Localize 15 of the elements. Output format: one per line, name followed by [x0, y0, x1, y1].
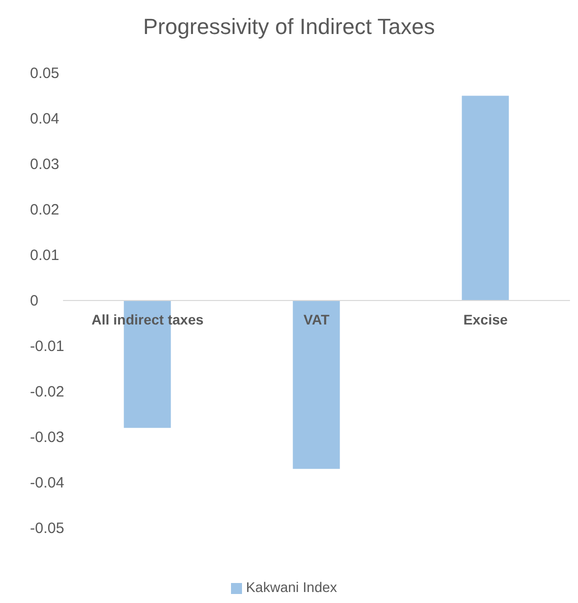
y-tick-label: -0.01	[30, 338, 64, 355]
y-tick-label: 0.05	[30, 65, 60, 82]
y-tick-label: -0.05	[30, 520, 64, 537]
legend-label: Kakwani Index	[246, 579, 338, 595]
x-tick-label: Excise	[463, 312, 508, 328]
y-tick-label: -0.04	[30, 474, 64, 492]
y-tick-label: 0.02	[30, 202, 60, 218]
y-tick-label: 0.03	[30, 156, 60, 173]
y-tick-label: -0.02	[30, 384, 64, 400]
y-tick-label: -0.03	[30, 429, 64, 446]
chart-title: Progressivity of Indirect Taxes	[142, 14, 436, 40]
x-tick-label: VAT	[304, 312, 330, 328]
y-tick-label: 0	[30, 292, 38, 310]
y-tick-label: 0.04	[30, 110, 60, 128]
y-tick-label: 0.01	[30, 247, 60, 264]
